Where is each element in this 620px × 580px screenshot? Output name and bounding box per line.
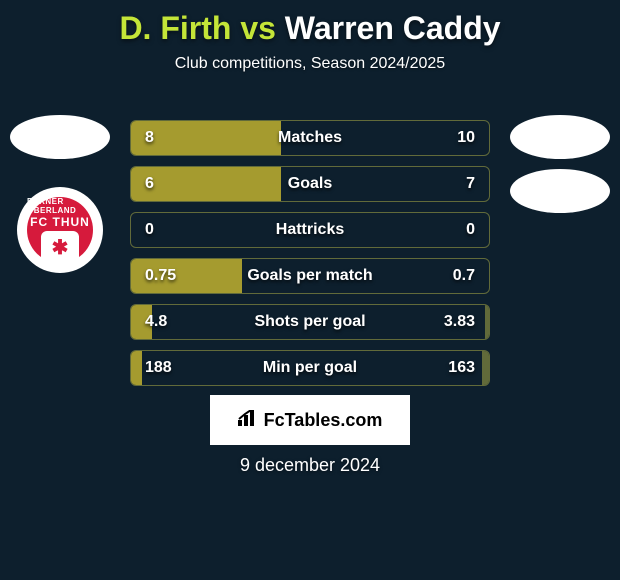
stat-value-right: 0.7 (453, 267, 475, 285)
stat-value-left: 188 (145, 359, 172, 377)
date-text: 9 december 2024 (240, 455, 380, 476)
subtitle: Club competitions, Season 2024/2025 (0, 55, 620, 73)
stat-row: Goals per match 0.75 0.7 (130, 258, 490, 294)
stat-value-left: 4.8 (145, 313, 167, 331)
stat-value-left: 8 (145, 129, 154, 147)
star-icon: ✱ (52, 235, 69, 260)
stat-value-right: 7 (466, 175, 475, 193)
player2-name: Warren Caddy (285, 10, 501, 46)
stat-value-right: 10 (457, 129, 475, 147)
stat-value-left: 6 (145, 175, 154, 193)
player1-avatar-placeholder (10, 115, 110, 159)
stat-bar-left (131, 351, 142, 385)
stat-value-left: 0 (145, 221, 154, 239)
left-player-column: BERNER OBERLAND FC THUN ✱ (10, 115, 110, 273)
vs-text: vs (240, 10, 276, 46)
stat-value-left: 0.75 (145, 267, 176, 285)
stat-row: Hattricks 0 0 (130, 212, 490, 248)
stat-label: Min per goal (263, 359, 357, 377)
stat-label: Hattricks (276, 221, 344, 239)
stat-row: Min per goal 188 163 (130, 350, 490, 386)
stat-label: Shots per goal (254, 313, 365, 331)
right-player-column (510, 115, 610, 213)
stat-bar-right (485, 305, 489, 339)
stat-label: Goals (288, 175, 332, 193)
player1-name: D. Firth (119, 10, 231, 46)
stat-row: Matches 8 10 (130, 120, 490, 156)
club-sub-text: BERNER OBERLAND (27, 197, 93, 215)
stat-value-right: 163 (448, 359, 475, 377)
stat-label: Matches (278, 129, 342, 147)
stat-row: Goals 6 7 (130, 166, 490, 202)
stats-bars-container: Matches 8 10 Goals 6 7 Hattricks 0 0 Goals per ma… (130, 120, 490, 396)
comparison-title: D. Firth vs Warren Caddy (0, 0, 620, 47)
brand-text: FcTables.com (264, 410, 383, 431)
club-name-text: FC THUN (30, 215, 90, 229)
stat-label: Goals per match (247, 267, 372, 285)
player1-club-badge: BERNER OBERLAND FC THUN ✱ (17, 187, 103, 273)
stat-row: Shots per goal 4.8 3.83 (130, 304, 490, 340)
brand-chart-icon (238, 410, 258, 431)
stat-bar-right (482, 351, 489, 385)
stat-value-right: 0 (466, 221, 475, 239)
player2-avatar-placeholder (510, 115, 610, 159)
player2-club-placeholder (510, 169, 610, 213)
club-shield: ✱ (41, 231, 79, 263)
club-badge-inner: BERNER OBERLAND FC THUN ✱ (27, 197, 93, 263)
stat-value-right: 3.83 (444, 313, 475, 331)
brand-chip[interactable]: FcTables.com (210, 395, 410, 445)
